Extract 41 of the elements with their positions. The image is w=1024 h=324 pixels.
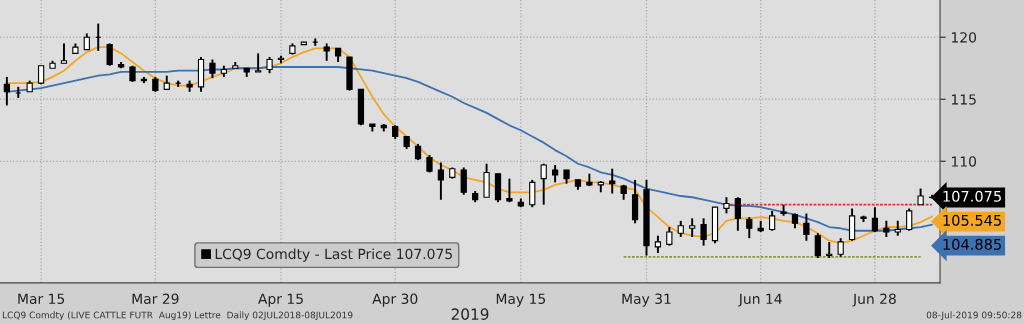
candlestick <box>734 196 741 232</box>
x-tick-label: May 31 <box>622 293 671 307</box>
text: 107.075 <box>943 190 1001 202</box>
x-axis-title: 2019 <box>451 308 489 320</box>
candlestick <box>3 75 10 107</box>
candlestick <box>769 209 776 232</box>
legend-label: LCQ9 Comdty - Last Price 107.075 <box>215 248 452 262</box>
candlestick <box>106 42 113 67</box>
x-tick-label: Jun 14 <box>738 293 782 307</box>
x-tick-label: Mar 15 <box>18 293 65 305</box>
data-label: 104.885 <box>943 238 1001 250</box>
data-label: 105.545 <box>943 214 1001 226</box>
text: LCQ9 Comdty (LIVE CATTLE FUTR Aug19) Lettre Daily 02JUL2018-08JUL2019 <box>2 311 353 321</box>
x-tick-label: May 15 <box>496 293 546 307</box>
candlestick <box>666 226 673 247</box>
candlestick <box>529 178 536 209</box>
candlestick <box>60 42 68 65</box>
candlestick <box>460 166 467 196</box>
candlestick <box>814 232 821 260</box>
candlestick <box>906 207 913 232</box>
candlestick <box>837 237 844 258</box>
candlestick <box>540 162 547 206</box>
y-tick-label: 110 <box>951 156 977 167</box>
x-tick-label: Apr 15 <box>258 293 303 307</box>
candlestick <box>437 161 445 201</box>
candlestick <box>746 216 753 240</box>
x-tick-label: Apr 30 <box>372 293 418 307</box>
candlestick <box>700 217 707 247</box>
text: 08-Jul-2019 09:50:28 <box>926 311 1022 321</box>
candlestick <box>848 207 856 242</box>
candlestick <box>209 58 216 80</box>
x-tick-label: Mar 29 <box>132 293 179 305</box>
candlestick <box>803 212 810 242</box>
y-tick-label: 115 <box>951 94 976 105</box>
candlestick <box>689 217 696 238</box>
candlestick <box>609 167 616 195</box>
candlestick <box>255 52 262 73</box>
candlestick <box>871 206 879 233</box>
candlestick <box>826 240 833 260</box>
x-tick-label: Jun 28 <box>852 293 896 307</box>
y-tick-label: 120 <box>951 32 977 43</box>
